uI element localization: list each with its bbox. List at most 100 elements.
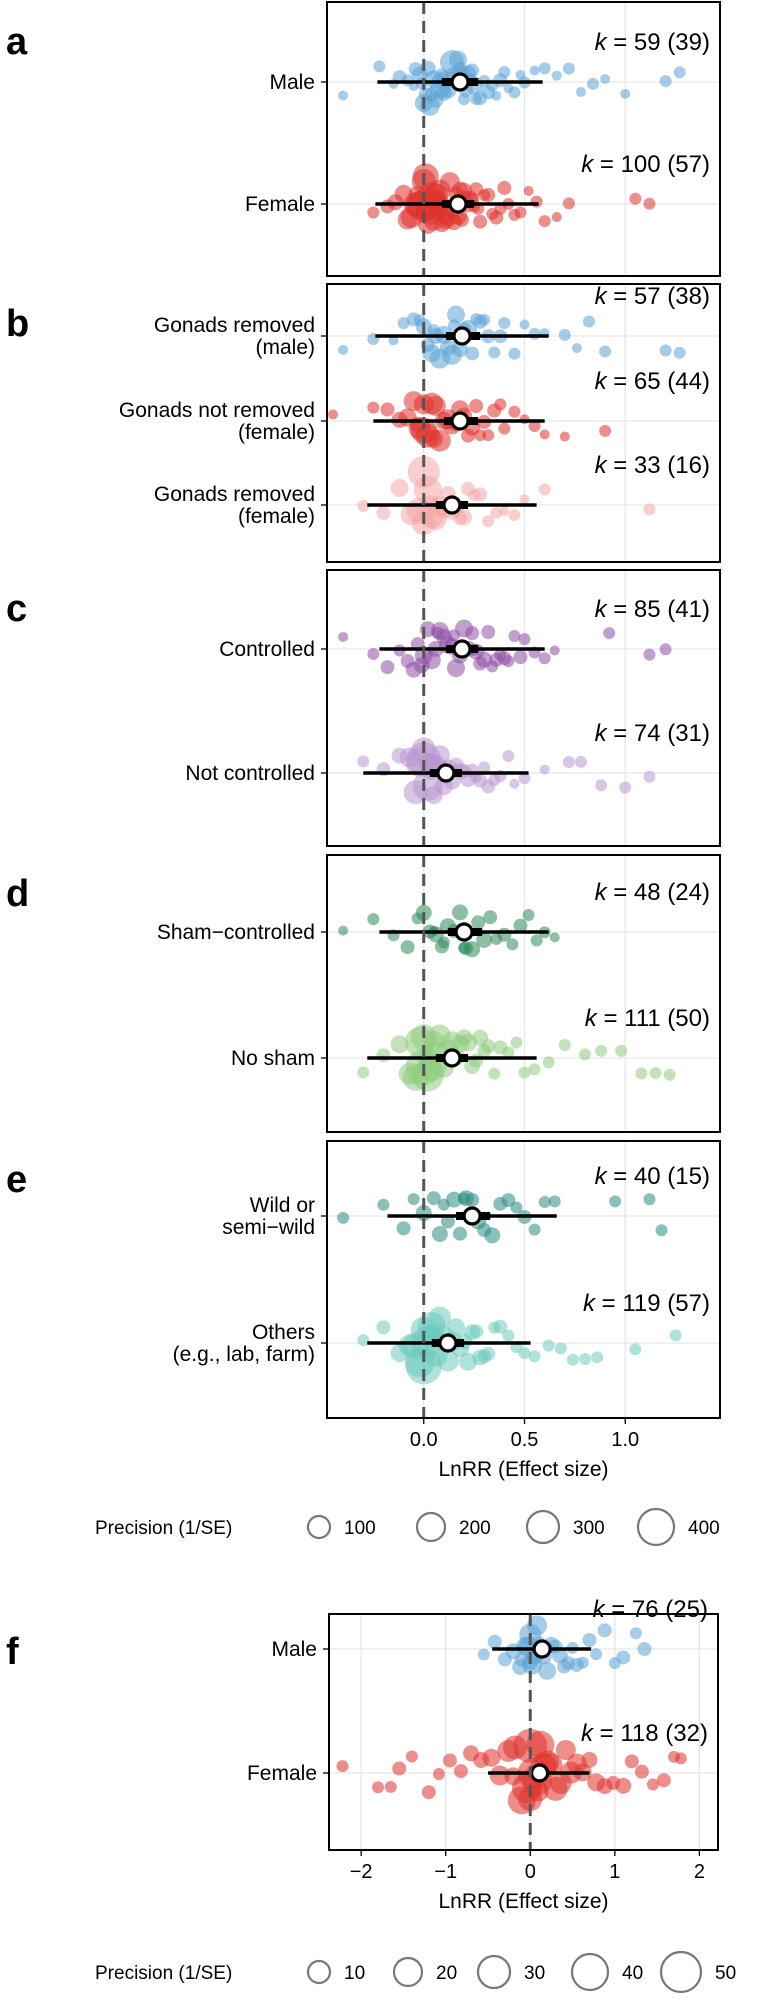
data-point — [549, 932, 560, 943]
legend-size-circle — [636, 1507, 676, 1547]
data-point — [427, 324, 440, 337]
mean-estimate — [529, 1763, 550, 1783]
data-point — [522, 909, 535, 922]
data-point — [357, 1066, 370, 1079]
data-point — [367, 648, 380, 661]
data-point — [357, 500, 370, 513]
data-point — [392, 1761, 407, 1776]
legend-value: 200 — [459, 1518, 491, 1539]
panel-frame — [326, 1140, 721, 1419]
data-point — [336, 1760, 349, 1773]
data-point — [498, 65, 511, 78]
data-point — [539, 429, 550, 440]
data-point — [367, 401, 380, 414]
data-point — [482, 515, 495, 528]
data-point — [473, 487, 488, 502]
panel-letter: c — [6, 588, 27, 630]
panel-frame — [328, 1613, 719, 1851]
mean-estimate — [452, 639, 472, 659]
data-point — [538, 215, 551, 228]
category-label: Female — [247, 1762, 317, 1785]
category-label: Wild or — [250, 1194, 315, 1217]
data-point — [337, 1211, 350, 1224]
data-point — [603, 627, 616, 640]
data-point — [440, 1214, 455, 1229]
data-point — [555, 1740, 576, 1761]
data-point — [357, 755, 370, 768]
panel-frame — [326, 569, 721, 847]
data-point — [576, 1656, 589, 1669]
data-point — [388, 335, 399, 346]
data-point — [562, 756, 575, 769]
group-d-0: Sham−controlled k = 48 (24) — [157, 879, 710, 958]
data-point — [397, 317, 410, 330]
data-point — [559, 431, 570, 442]
data-point — [558, 1039, 571, 1052]
category-label: Gonads removed — [154, 483, 315, 506]
data-point — [372, 1781, 385, 1794]
data-point — [538, 652, 551, 665]
data-point — [542, 1056, 555, 1069]
data-point — [575, 86, 586, 97]
group-b-0: Gonads removed(male) k = 57 (38) — [154, 283, 710, 369]
data-point — [655, 1224, 668, 1237]
data-point — [458, 941, 471, 954]
data-point — [624, 1754, 639, 1769]
data-point — [528, 420, 541, 433]
data-point — [523, 185, 534, 196]
panel-letter: f — [6, 1631, 19, 1673]
data-point — [377, 1198, 390, 1211]
data-point — [599, 424, 612, 437]
data-point — [481, 625, 496, 640]
data-point — [508, 86, 521, 99]
mean-estimate — [454, 922, 474, 942]
data-point — [436, 1349, 459, 1372]
data-point — [498, 422, 511, 435]
data-point — [432, 1767, 445, 1780]
data-point — [578, 1048, 591, 1061]
data-point — [482, 429, 495, 442]
k-label: k = 119 (57) — [583, 1290, 710, 1317]
data-point — [431, 626, 444, 639]
panel-d: d Sham−controlled k = 48 (24) No sham k = 11… — [6, 854, 721, 1133]
data-point — [477, 1648, 490, 1661]
panel-c: c Controlled k = 85 (41) Not controlled k = … — [6, 569, 721, 847]
data-point — [510, 1036, 523, 1049]
data-point — [599, 345, 612, 358]
data-point — [643, 770, 656, 783]
data-point — [508, 509, 521, 522]
group-f-1: Female k = 118 (32) — [247, 1720, 708, 1815]
panel-frame — [326, 854, 721, 1133]
data-point — [478, 313, 491, 326]
data-point — [509, 778, 520, 789]
category-label: Not controlled — [185, 762, 315, 785]
data-point — [465, 626, 480, 641]
data-point — [407, 1193, 420, 1206]
data-point — [499, 506, 510, 517]
data-point — [502, 655, 515, 668]
k-label: k = 33 (16) — [595, 452, 710, 479]
data-point — [615, 1044, 628, 1057]
data-point — [539, 764, 550, 775]
data-point — [494, 398, 507, 411]
data-point — [446, 305, 465, 324]
data-point — [508, 347, 521, 360]
data-point — [424, 429, 443, 448]
data-point — [390, 479, 409, 498]
panel-b: b Gonads removed(male)k = 57 (38)Gonads n… — [6, 283, 721, 563]
data-point — [562, 197, 575, 210]
data-point — [396, 1221, 411, 1236]
legend-size-circle — [570, 1952, 610, 1992]
data-point — [338, 344, 349, 355]
data-point — [538, 483, 551, 496]
group-e-1: Others(e.g., lab, farm) k = 119 (57) — [173, 1290, 710, 1385]
data-point — [574, 755, 587, 768]
data-point — [481, 187, 496, 202]
data-point — [637, 1642, 652, 1657]
k-label: k = 40 (15) — [595, 1163, 710, 1190]
data-point — [488, 346, 501, 359]
data-point — [452, 904, 469, 921]
x-tick-label: −1 — [434, 1861, 457, 1883]
